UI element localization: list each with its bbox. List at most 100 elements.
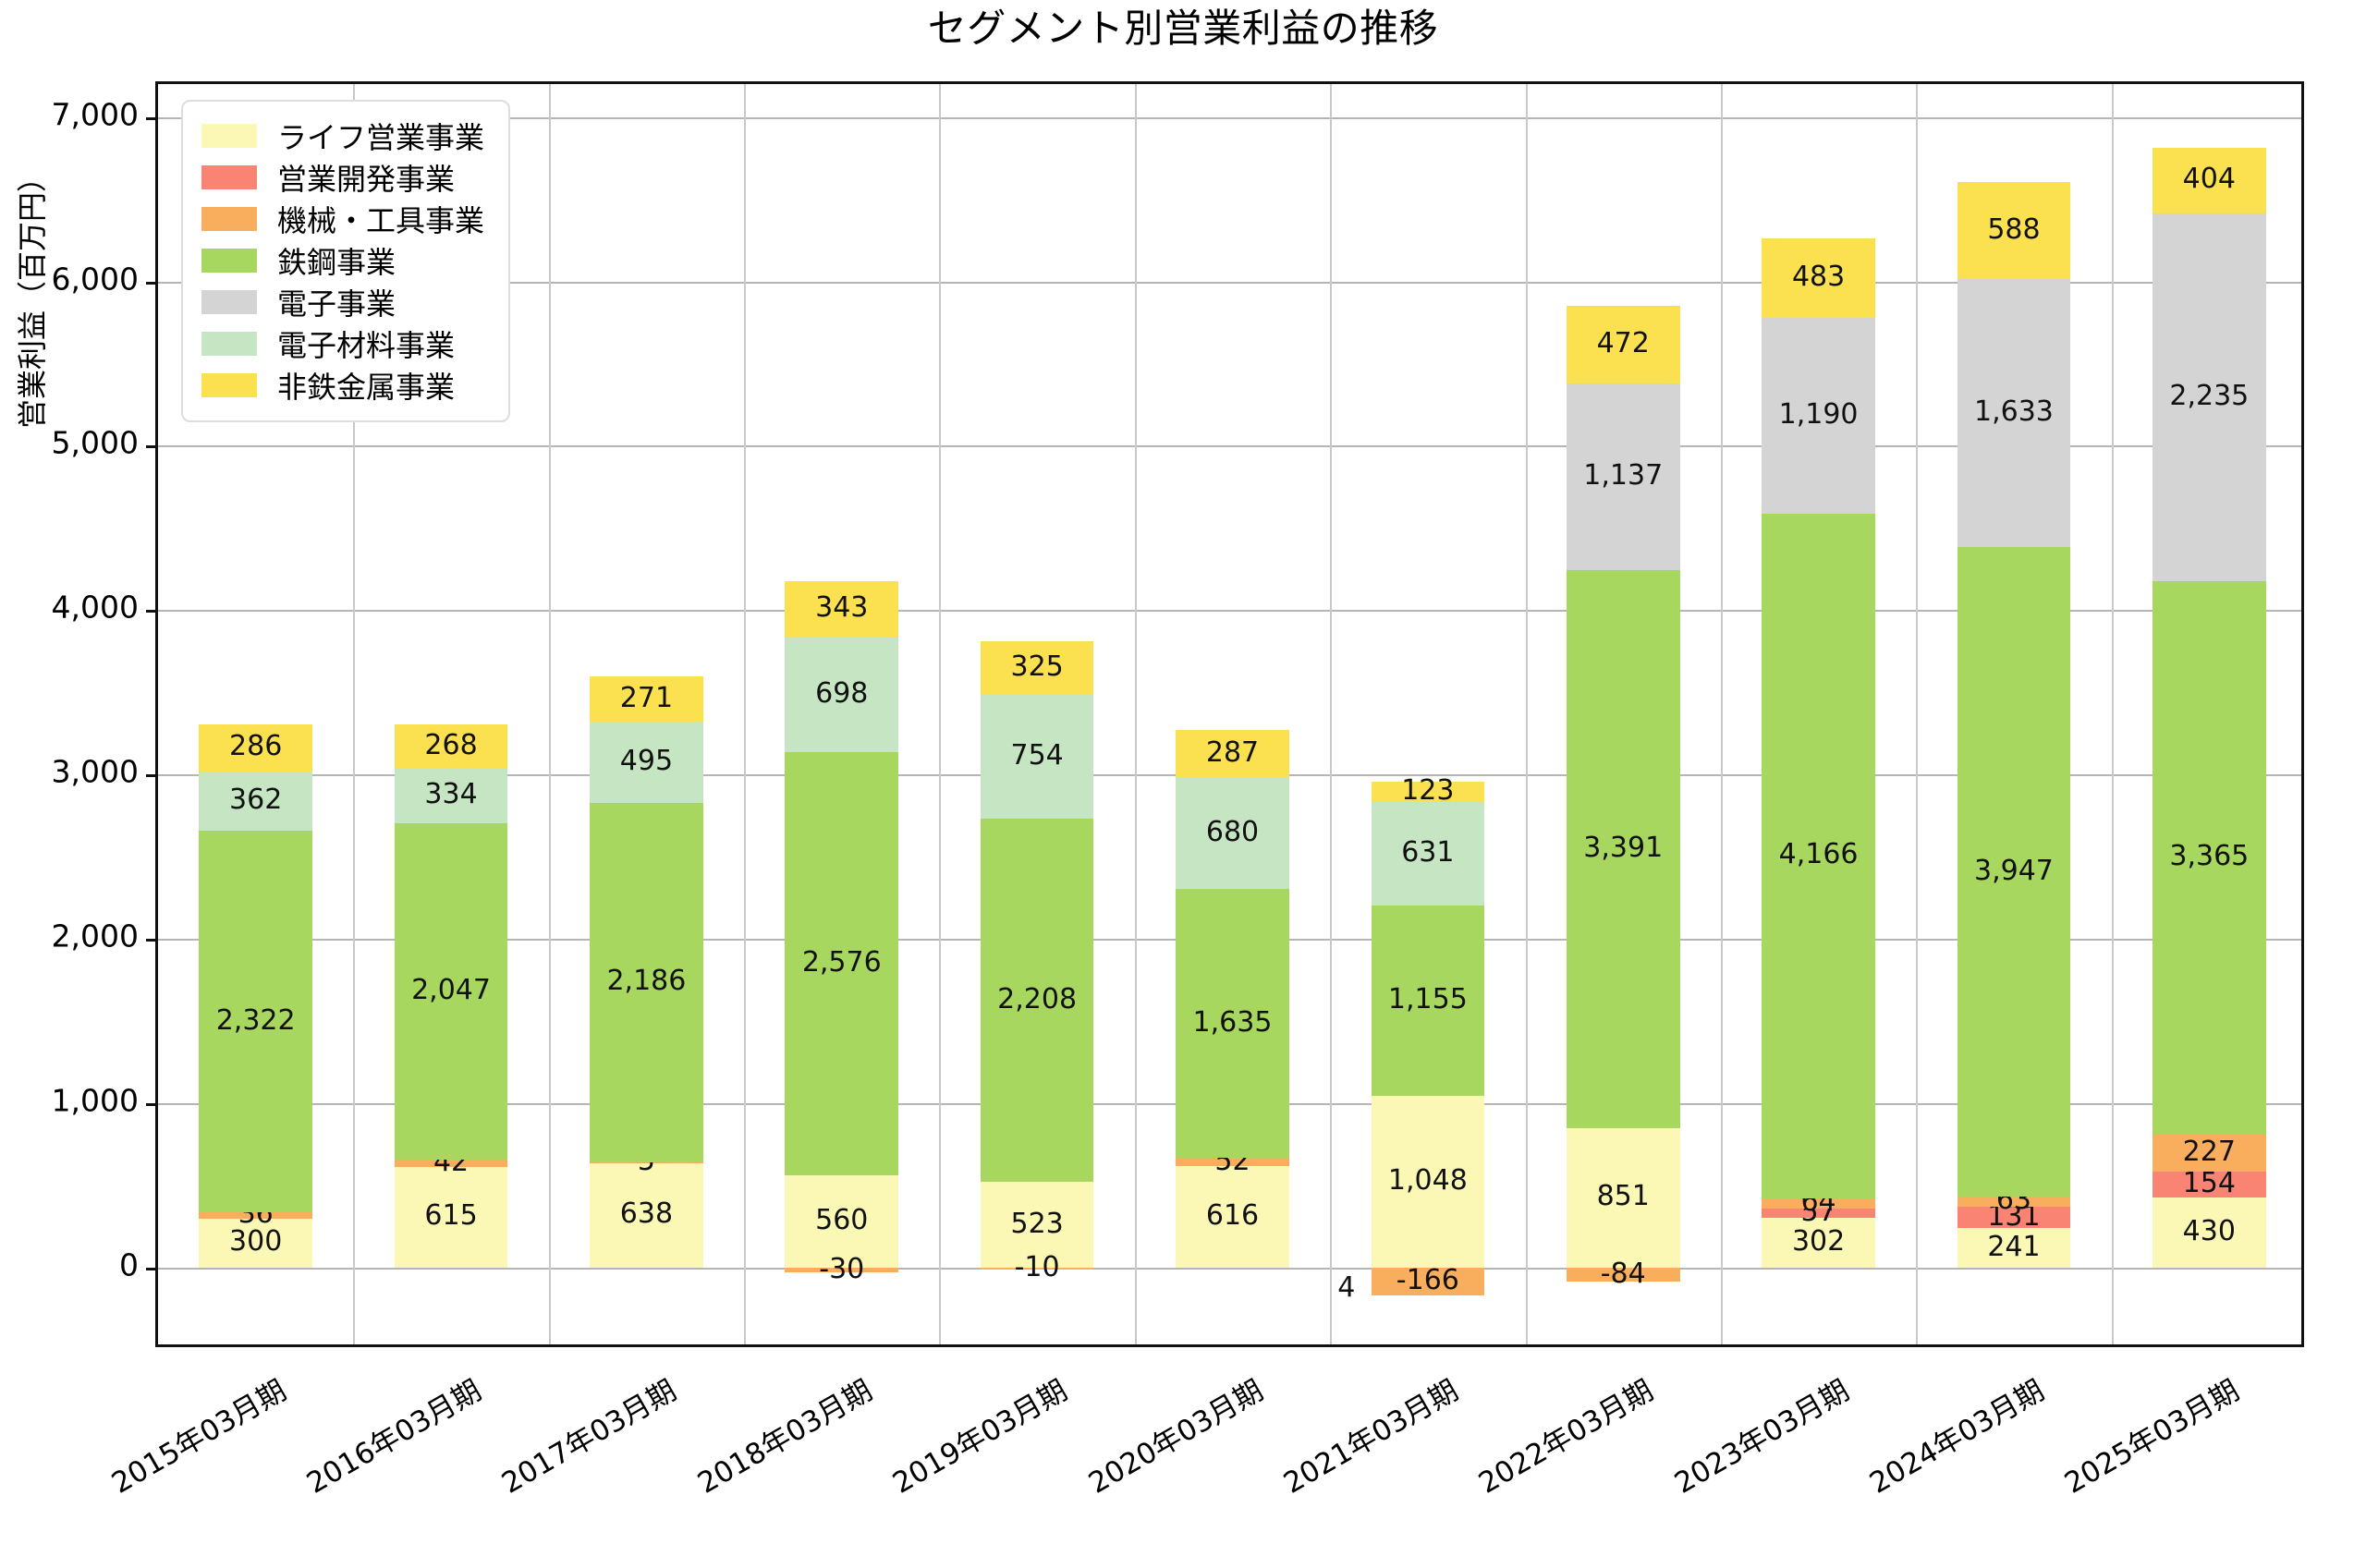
x-tick-label: 2017年03月期 xyxy=(496,1373,683,1501)
bar-segment[interactable] xyxy=(1176,889,1289,1159)
bar-group[interactable]: 616 52 1,635 680 287 xyxy=(1176,84,1289,1344)
bar-segment[interactable] xyxy=(980,819,1094,1182)
bar-segment[interactable] xyxy=(1566,1127,1680,1269)
bar-segment[interactable] xyxy=(1176,777,1289,890)
legend-swatch-icon xyxy=(201,248,257,273)
bar-segment[interactable] xyxy=(590,1162,703,1269)
bar-segment[interactable] xyxy=(590,1161,703,1163)
x-tick-label: 2021年03月期 xyxy=(1277,1373,1464,1501)
bar-segment[interactable] xyxy=(590,721,703,803)
bar-segment[interactable] xyxy=(980,1268,1094,1270)
bar-segment[interactable] xyxy=(980,1181,1094,1269)
bar-segment[interactable] xyxy=(1371,1268,1485,1295)
bar-group[interactable]: 615 42 2,047 334 268 xyxy=(394,84,508,1344)
bar-segment[interactable] xyxy=(1762,1197,1875,1209)
gridline xyxy=(158,1268,2301,1270)
legend-item-label: ライフ営業事業 xyxy=(277,119,485,155)
bar-segment[interactable] xyxy=(980,694,1094,820)
legend-item-label: 電子材料事業 xyxy=(277,327,456,363)
bar-segment[interactable] xyxy=(1762,1218,1875,1269)
bar-segment[interactable] xyxy=(2153,1134,2266,1173)
x-tick-label: 2015年03月期 xyxy=(105,1373,292,1501)
bar-segment[interactable] xyxy=(1957,182,2071,279)
legend-item[interactable]: 鉄鋼事業 xyxy=(201,239,484,281)
bar-segment[interactable] xyxy=(394,1160,508,1167)
bar-segment[interactable] xyxy=(1566,570,1680,1128)
bar-segment[interactable] xyxy=(199,771,312,832)
vertical-gridline xyxy=(744,84,747,1344)
bar-segment[interactable] xyxy=(1957,278,2071,548)
bar-group[interactable]: 560 -30 2,576 698 343 xyxy=(785,84,899,1344)
bar-segment[interactable] xyxy=(2153,213,2266,582)
legend-item[interactable]: 電子事業 xyxy=(201,281,484,322)
bar-segment[interactable] xyxy=(394,768,508,823)
x-tick-label: 2022年03月期 xyxy=(1473,1373,1660,1501)
legend-item[interactable]: 非鉄金属事業 xyxy=(201,364,484,406)
bar-segment[interactable] xyxy=(2153,1197,2266,1269)
bar-segment[interactable] xyxy=(1762,1209,1875,1219)
legend-item[interactable]: 営業開発事業 xyxy=(201,156,484,198)
bar-segment[interactable] xyxy=(1566,383,1680,571)
bar-segment[interactable] xyxy=(1371,906,1485,1096)
y-tick-label: 0 xyxy=(119,1246,139,1283)
bar-segment[interactable] xyxy=(785,637,899,753)
vertical-gridline xyxy=(353,84,356,1344)
y-tick-mark xyxy=(146,774,158,778)
bar-segment[interactable] xyxy=(2153,1172,2266,1197)
bar-segment[interactable] xyxy=(1371,781,1485,802)
bar-segment[interactable] xyxy=(1957,1196,2071,1207)
y-tick-mark xyxy=(146,1103,158,1107)
bar-segment[interactable] xyxy=(394,822,508,1161)
y-tick-mark xyxy=(146,610,158,614)
bar-group[interactable]: 430 154 227 3,365 2,235 404 xyxy=(2153,84,2266,1344)
bar-segment[interactable] xyxy=(1176,1166,1289,1269)
bar-segment[interactable] xyxy=(394,1166,508,1269)
bar-segment[interactable] xyxy=(199,723,312,772)
bar-segment[interactable] xyxy=(785,752,899,1176)
bar-segment[interactable] xyxy=(1762,513,1875,1198)
bar-segment[interactable] xyxy=(199,1212,312,1219)
bar-segment[interactable] xyxy=(1957,547,2071,1197)
bar-segment[interactable] xyxy=(1957,1228,2071,1269)
y-tick-label: 6,000 xyxy=(51,261,139,297)
bar-group[interactable]: 851 -84 3,391 1,137 472 xyxy=(1566,84,1680,1344)
bar-segment[interactable] xyxy=(199,831,312,1213)
y-tick-mark xyxy=(146,939,158,942)
legend-swatch-icon xyxy=(201,164,257,189)
page-title: セグメント別営業利益の推移 xyxy=(927,6,1439,51)
bar-segment[interactable] xyxy=(1957,1206,2071,1229)
bar-segment[interactable] xyxy=(785,580,899,638)
bar-segment[interactable] xyxy=(2153,147,2266,214)
bar-group[interactable]: 1,048 -166 1,155 631 123 4 xyxy=(1337,84,1485,1344)
legend[interactable]: ライフ営業事業 営業開発事業 機械・工具事業 鉄鋼事業 電子事業電子材料事業 非鉄金属事業 xyxy=(181,100,511,422)
bar-group[interactable]: 523 -10 2,208 754 325 xyxy=(980,84,1094,1344)
y-tick-mark xyxy=(146,116,158,120)
bar-segment[interactable] xyxy=(1176,730,1289,778)
legend-item[interactable]: ライフ営業事業 xyxy=(201,115,484,156)
x-tick-label: 2020年03月期 xyxy=(1082,1373,1269,1501)
bar-segment[interactable] xyxy=(1566,306,1680,383)
bar-segment[interactable] xyxy=(1566,1268,1680,1282)
legend-item[interactable]: 電子材料事業 xyxy=(201,322,484,364)
bar-segment[interactable] xyxy=(2153,581,2266,1135)
vertical-gridline xyxy=(2111,84,2114,1344)
legend-item[interactable]: 機械・工具事業 xyxy=(201,198,484,239)
bar-segment[interactable] xyxy=(980,641,1094,695)
bar-segment[interactable] xyxy=(1762,237,1875,318)
bar-segment[interactable] xyxy=(1371,801,1485,906)
legend-swatch-icon xyxy=(201,123,257,148)
bar-segment[interactable] xyxy=(785,1268,899,1273)
x-tick-label: 2024年03月期 xyxy=(1863,1373,2050,1501)
legend-swatch-icon xyxy=(201,372,257,397)
bar-segment[interactable] xyxy=(590,676,703,722)
bar-segment[interactable] xyxy=(394,723,508,769)
bar-group[interactable]: 302 57 64 4,166 1,190 483 xyxy=(1762,84,1875,1344)
bar-segment[interactable] xyxy=(1176,1158,1289,1167)
bar-segment[interactable] xyxy=(199,1218,312,1269)
bar-group[interactable]: 241 131 63 3,947 1,633 588 xyxy=(1957,84,2071,1344)
bar-segment[interactable] xyxy=(590,802,703,1162)
bar-segment[interactable] xyxy=(785,1175,899,1269)
bar-segment[interactable] xyxy=(1371,1095,1485,1269)
bar-segment[interactable] xyxy=(1762,317,1875,514)
